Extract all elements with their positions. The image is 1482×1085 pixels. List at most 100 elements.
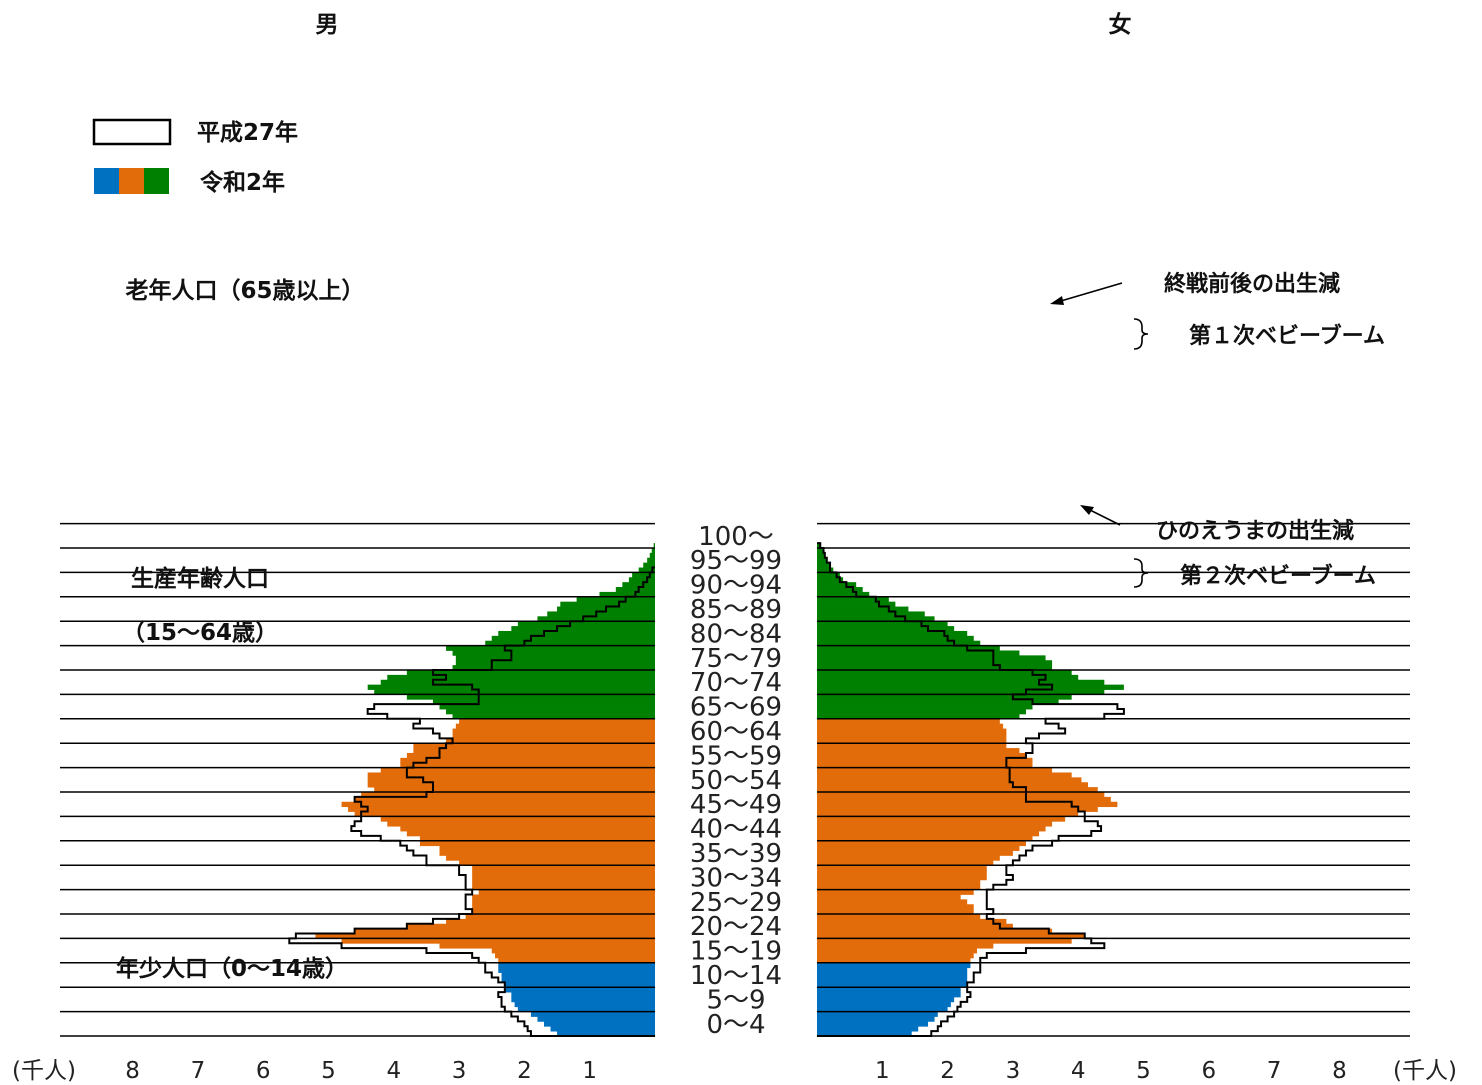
male-bar bbox=[367, 772, 655, 778]
age-group-label: 70～74 bbox=[690, 668, 782, 698]
female-side-label: 女 bbox=[1109, 11, 1132, 38]
female-bar bbox=[817, 962, 971, 969]
female-bar bbox=[817, 870, 987, 876]
age-group-label: 80～84 bbox=[690, 619, 782, 649]
male-bar bbox=[419, 835, 655, 842]
female-bar bbox=[817, 777, 1082, 783]
female-bar bbox=[817, 577, 844, 583]
male-tick-label: 2 bbox=[517, 1058, 532, 1084]
male-bar bbox=[413, 743, 655, 749]
male-bar bbox=[367, 684, 655, 690]
legend-swatch-young bbox=[94, 168, 119, 194]
male-bar bbox=[576, 596, 655, 603]
age-group-label: 55～59 bbox=[690, 741, 782, 771]
male-bar bbox=[380, 679, 655, 686]
female-bar bbox=[817, 548, 824, 554]
male-bar bbox=[455, 723, 655, 729]
female-bar bbox=[817, 953, 974, 959]
male-bar bbox=[406, 752, 655, 759]
female-bar bbox=[817, 713, 1020, 720]
age-group-label: 35～39 bbox=[690, 839, 782, 869]
male-bar bbox=[557, 1031, 655, 1037]
female-bar bbox=[817, 611, 925, 617]
male-bar bbox=[354, 796, 655, 803]
male-bar bbox=[501, 977, 655, 983]
male-bar bbox=[472, 909, 655, 915]
female-bar bbox=[817, 860, 994, 866]
female-bar bbox=[817, 782, 1088, 788]
female-bar bbox=[817, 655, 1046, 661]
female-bar bbox=[817, 923, 1013, 930]
female-bar bbox=[817, 904, 974, 910]
legend: 平成27年 令和2年 bbox=[92, 118, 298, 196]
male-bar bbox=[647, 557, 655, 564]
female-bar bbox=[817, 938, 1072, 944]
male-bar bbox=[380, 767, 655, 773]
annotations: 終戦前後の出生減 第１次ベビーブーム ひのえうまの出生減 第２次ベビーブーム bbox=[1050, 271, 1385, 589]
elderly-segment-label: 老年人口（65歳以上） bbox=[124, 277, 364, 304]
male-bar bbox=[354, 928, 655, 934]
legend-swatch-working bbox=[119, 168, 144, 194]
age-group-label: 50～54 bbox=[690, 766, 782, 796]
male-bar bbox=[413, 748, 655, 754]
female-bar bbox=[817, 665, 1053, 671]
legend-outline-swatch bbox=[92, 118, 172, 146]
male-bar bbox=[439, 943, 655, 949]
female-bar bbox=[817, 982, 968, 988]
male-bar bbox=[543, 1021, 655, 1027]
male-bar bbox=[367, 782, 655, 788]
male-bar bbox=[387, 821, 655, 827]
male-bar bbox=[459, 860, 655, 866]
female-bar bbox=[817, 840, 1026, 847]
male-bar bbox=[485, 640, 655, 646]
female-bar bbox=[817, 762, 1033, 768]
female-tick-label: 8 bbox=[1332, 1058, 1347, 1084]
female-tick-label: 1 bbox=[875, 1058, 890, 1084]
male-bar bbox=[406, 670, 655, 676]
female-bar bbox=[817, 728, 1007, 734]
female-bar bbox=[817, 670, 1072, 676]
bars-layer bbox=[315, 543, 1124, 1037]
x-axis-ticks: 1 1 2 2 3 3 4 4 5 5 6 6 7 7 8 8 bbox=[125, 1058, 1346, 1084]
female-bar bbox=[817, 914, 981, 920]
female-bar bbox=[817, 684, 1124, 690]
female-bar bbox=[817, 557, 827, 564]
male-bar bbox=[439, 704, 655, 710]
male-tick-label: 5 bbox=[321, 1058, 336, 1084]
male-bar bbox=[419, 840, 655, 847]
male-bar bbox=[472, 904, 655, 910]
female-bar bbox=[817, 884, 981, 890]
male-bar bbox=[517, 621, 655, 627]
male-tick-label: 6 bbox=[256, 1058, 271, 1084]
male-tick-label: 3 bbox=[452, 1058, 467, 1084]
female-bar bbox=[817, 928, 1053, 934]
age-group-label: 25～29 bbox=[690, 888, 782, 918]
male-bar bbox=[501, 972, 655, 978]
female-bar bbox=[817, 630, 968, 637]
male-bar bbox=[455, 655, 655, 661]
age-group-gridlines bbox=[60, 522, 1410, 1037]
male-bar bbox=[459, 718, 655, 725]
age-group-label: 100～ bbox=[698, 522, 774, 552]
female-bar bbox=[817, 865, 987, 871]
male-bar bbox=[472, 865, 655, 871]
male-bar bbox=[446, 855, 655, 861]
male-bar bbox=[465, 914, 655, 920]
female-bar bbox=[817, 801, 1118, 808]
female-tick-label: 4 bbox=[1071, 1058, 1086, 1084]
male-bar bbox=[517, 1006, 655, 1012]
age-group-label: 75～79 bbox=[690, 644, 782, 674]
male-bar bbox=[367, 777, 655, 783]
age-group-label: 10～14 bbox=[690, 961, 782, 991]
male-bar bbox=[511, 996, 655, 1003]
female-tick-label: 6 bbox=[1201, 1058, 1216, 1084]
female-bar bbox=[817, 743, 1007, 749]
annotation-hinoe-arrowhead bbox=[1080, 505, 1094, 515]
male-bar bbox=[374, 689, 655, 695]
female-bar bbox=[817, 752, 1026, 759]
male-bar bbox=[452, 733, 655, 739]
male-bar bbox=[550, 1026, 655, 1032]
male-tick-label: 7 bbox=[191, 1058, 206, 1084]
female-bar bbox=[817, 1031, 912, 1037]
female-bar bbox=[817, 816, 1066, 822]
